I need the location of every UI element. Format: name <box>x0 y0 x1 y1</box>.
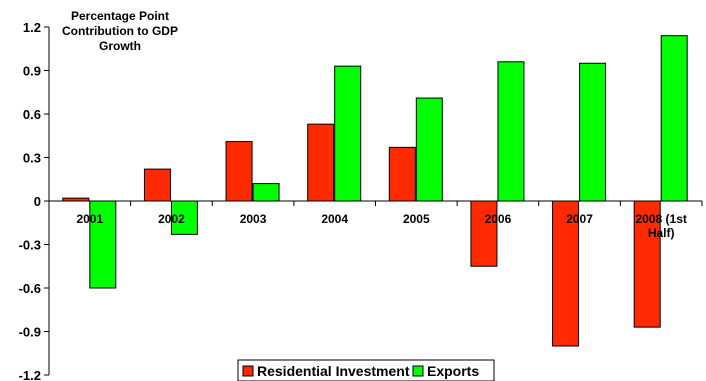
bar-exports-4 <box>415 97 443 202</box>
y-tick-label: 0.9 <box>23 64 41 79</box>
y-tick-label: 0 <box>34 194 41 209</box>
legend: Residential Investment Exports <box>237 359 495 381</box>
x-tick-label-line: Half) <box>648 226 675 240</box>
bar-exports-2 <box>252 183 280 202</box>
tick-labels: -1.2 -0.9 -0.6 -0.3 0 0.3 0.6 0.9 1.2 2001 2002 200… <box>19 20 687 381</box>
x-tick-label-line: 2008 (1st <box>636 212 687 226</box>
x-tick-label: 2007 <box>566 212 593 226</box>
y-tick-label: -0.9 <box>19 325 41 340</box>
x-tick-label-line: 2005 <box>403 212 430 226</box>
y-tick-label: 0.6 <box>23 107 41 122</box>
bar-residential-investment-6 <box>552 200 580 347</box>
chart-title-text: Percentage Point Contribution to GDP Growt… <box>62 9 178 53</box>
y-tick-label: -0.6 <box>19 281 41 296</box>
x-tick-label: 2005 <box>403 212 430 226</box>
bar-exports-5 <box>497 61 525 202</box>
x-tick-label: 2004 <box>321 212 348 226</box>
y-tick-label: -0.3 <box>19 238 41 253</box>
chart-title-line: Contribution to GDP <box>62 24 178 38</box>
bar-residential-investment-1 <box>143 168 171 202</box>
legend-label-residential-investment: Residential Investment <box>257 363 410 379</box>
bar-exports-6 <box>579 62 607 202</box>
bar-residential-investment-2 <box>225 141 253 202</box>
y-tick-label: -1.2 <box>19 368 41 381</box>
x-tick-label-line: 2004 <box>321 212 348 226</box>
axes <box>44 26 703 376</box>
chart-title-line: Growth <box>99 39 141 53</box>
x-tick-label-line: 2007 <box>566 212 593 226</box>
bars <box>62 35 688 347</box>
legend-swatch-residential-investment <box>242 365 254 377</box>
x-tick-label: 2003 <box>240 212 267 226</box>
x-tick-label-line: 2002 <box>158 212 185 226</box>
bar-exports-3 <box>334 65 362 202</box>
chart-title-line: Percentage Point <box>71 9 169 23</box>
x-tick-label: 2008 (1st Half) <box>636 212 687 240</box>
y-tick-label: 0.3 <box>23 151 41 166</box>
x-tick-label: 2001 <box>76 212 103 226</box>
chart-title: Percentage Point Contribution to GDP Growt… <box>62 9 178 53</box>
x-tick-label-line: 2001 <box>76 212 103 226</box>
bar-exports-7 <box>660 35 688 202</box>
y-tick-label: 1.2 <box>23 20 41 35</box>
bar-residential-investment-3 <box>307 123 335 202</box>
x-tick-label-line: 2003 <box>240 212 267 226</box>
x-tick-label-line: 2006 <box>485 212 512 226</box>
bar-residential-investment-5 <box>470 200 498 267</box>
x-tick-label: 2002 <box>158 212 185 226</box>
legend-label-exports: Exports <box>427 363 479 379</box>
bar-residential-investment-7 <box>633 200 661 328</box>
legend-swatch-exports <box>412 365 424 377</box>
legend-box <box>237 359 495 381</box>
bar-residential-investment-4 <box>388 146 416 202</box>
x-tick-label: 2006 <box>485 212 512 226</box>
